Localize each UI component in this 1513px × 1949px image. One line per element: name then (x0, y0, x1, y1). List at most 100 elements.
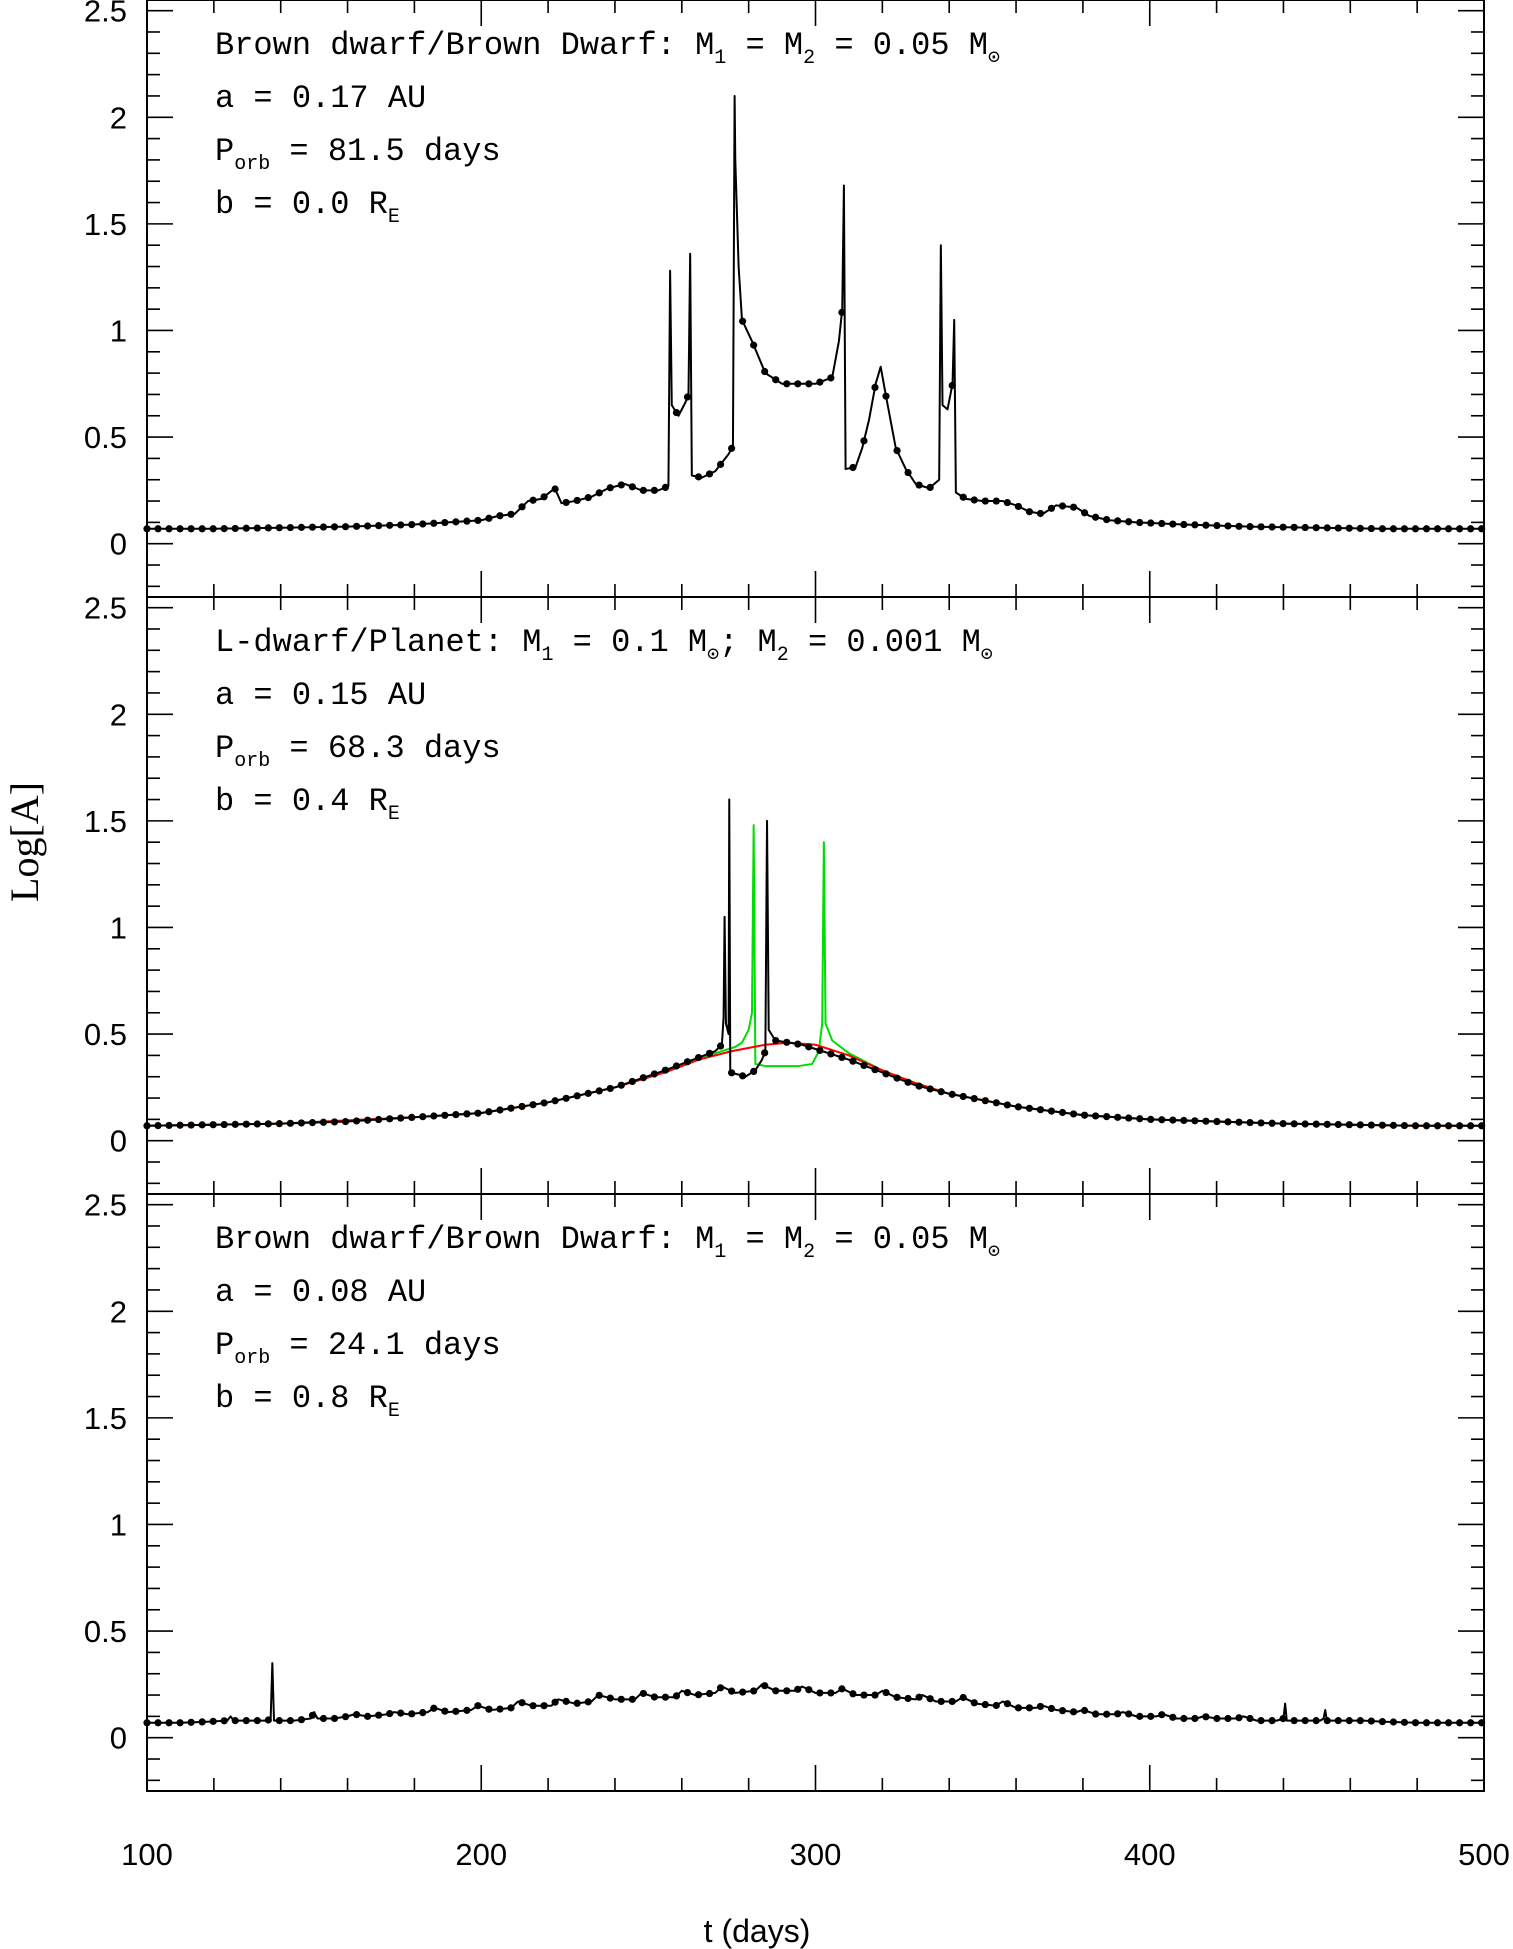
annotation-subscript: ⊙ (988, 1241, 1000, 1264)
data-point (375, 1711, 383, 1719)
data-point (849, 1057, 857, 1065)
data-point (1279, 1715, 1287, 1723)
annotation-text: L-dwarf/Planet: M (215, 624, 541, 661)
data-point (176, 1121, 184, 1129)
data-point (683, 393, 692, 401)
data-point (551, 1097, 559, 1105)
x-ticks (146, 1194, 1485, 1791)
data-point (915, 1082, 923, 1090)
data-point (849, 1690, 857, 1698)
annotation-line-3: Porb​ = 81.5 days (215, 133, 501, 176)
data-point (1433, 525, 1442, 533)
data-point (1125, 518, 1133, 526)
data-point (650, 486, 658, 494)
data-point (330, 1714, 339, 1723)
data-point (1092, 513, 1100, 521)
data-point (1047, 1704, 1056, 1713)
annotation-text: Brown dwarf/Brown Dwarf: M (215, 27, 714, 64)
data-point (551, 1698, 559, 1706)
data-point (253, 1120, 261, 1128)
data-point (860, 437, 868, 445)
data-point (1014, 502, 1022, 511)
data-point (1268, 1717, 1276, 1725)
annotation-line-1: Brown dwarf/Brown Dwarf: M1​ = M2​ = 0.0… (215, 27, 1000, 70)
data-point (606, 1694, 614, 1702)
annotations: Brown dwarf/Brown Dwarf: M1​ = M2​ = 0.0… (215, 1221, 1000, 1423)
data-point (242, 1120, 250, 1128)
data-point (926, 1085, 934, 1093)
data-point (970, 1699, 978, 1707)
data-point (1257, 1119, 1265, 1127)
data-point (518, 503, 526, 511)
y-tick-label: 2 (110, 697, 127, 732)
data-point (904, 468, 912, 477)
data-point (860, 1061, 868, 1070)
data-point (937, 1088, 945, 1096)
annotation-subscript: ⊙ (981, 644, 993, 667)
data-point (672, 1062, 681, 1070)
annotation-subscript: E (388, 803, 400, 826)
annotation-line-2: a = 0.08 AU (215, 1274, 426, 1311)
series-line-2 (146, 824, 1484, 1127)
y-axis-title: Log[A] (2, 782, 47, 902)
data-point (198, 1121, 206, 1129)
annotation-text: = 0.05 M (815, 27, 988, 64)
data-point (661, 1066, 670, 1074)
annotation-text: = M (726, 1221, 803, 1258)
data-point (1467, 525, 1475, 533)
data-point (1356, 524, 1364, 533)
annotation-subscript: orb (234, 153, 270, 176)
data-point (650, 1693, 658, 1701)
data-point (143, 525, 151, 533)
data-point (352, 522, 361, 530)
y-tick-label: 1 (110, 313, 127, 348)
data-point (981, 497, 989, 505)
data-point (408, 520, 416, 529)
data-point (1246, 1714, 1254, 1723)
data-point (1025, 508, 1034, 516)
y-ticks: 0 0.5 1 1.5 2 2.5 (84, 0, 1484, 588)
data-point (584, 1698, 592, 1706)
data-point (165, 1121, 173, 1130)
y-tick-label: 1.5 (84, 1401, 127, 1436)
data-point (297, 1119, 306, 1127)
data-point (1202, 1117, 1210, 1125)
series-line-1 (146, 798, 1484, 1127)
x-tick-labels: 100 200 300 400 500 (121, 1837, 1510, 1872)
data-point (1180, 1714, 1188, 1723)
data-point (463, 1706, 471, 1714)
data-point (1301, 523, 1309, 532)
data-point (441, 1111, 449, 1119)
data-point (1389, 525, 1398, 533)
data-point (264, 1120, 272, 1128)
data-point (584, 494, 592, 502)
data-point (716, 1042, 725, 1050)
data-point (1323, 1717, 1331, 1725)
data-point (1312, 524, 1320, 532)
data-point (1411, 525, 1420, 533)
data-point (1058, 1707, 1067, 1715)
data-point (1257, 523, 1265, 531)
data-point (970, 1094, 978, 1103)
data-point (430, 1704, 438, 1712)
data-point (871, 1066, 879, 1074)
y-tick-label: 0 (110, 527, 127, 562)
data-point (1444, 1719, 1453, 1727)
data-point (187, 525, 195, 533)
annotation-text: a = 0.08 AU (215, 1274, 426, 1311)
data-point (1367, 1121, 1375, 1129)
data-point (452, 518, 460, 526)
data-point (816, 1689, 824, 1697)
data-point (308, 523, 317, 531)
annotation-subscript: orb (234, 1347, 270, 1370)
data-point (253, 524, 261, 532)
data-point (364, 1116, 372, 1124)
data-point (716, 460, 725, 468)
data-point (1136, 1712, 1144, 1720)
data-point (1092, 1710, 1100, 1718)
annotation-line-4: b = 0.8 RE​ (215, 1380, 400, 1423)
data-point (595, 1087, 603, 1095)
data-point (705, 470, 714, 478)
data-point (441, 518, 449, 527)
data-point (507, 1104, 515, 1112)
